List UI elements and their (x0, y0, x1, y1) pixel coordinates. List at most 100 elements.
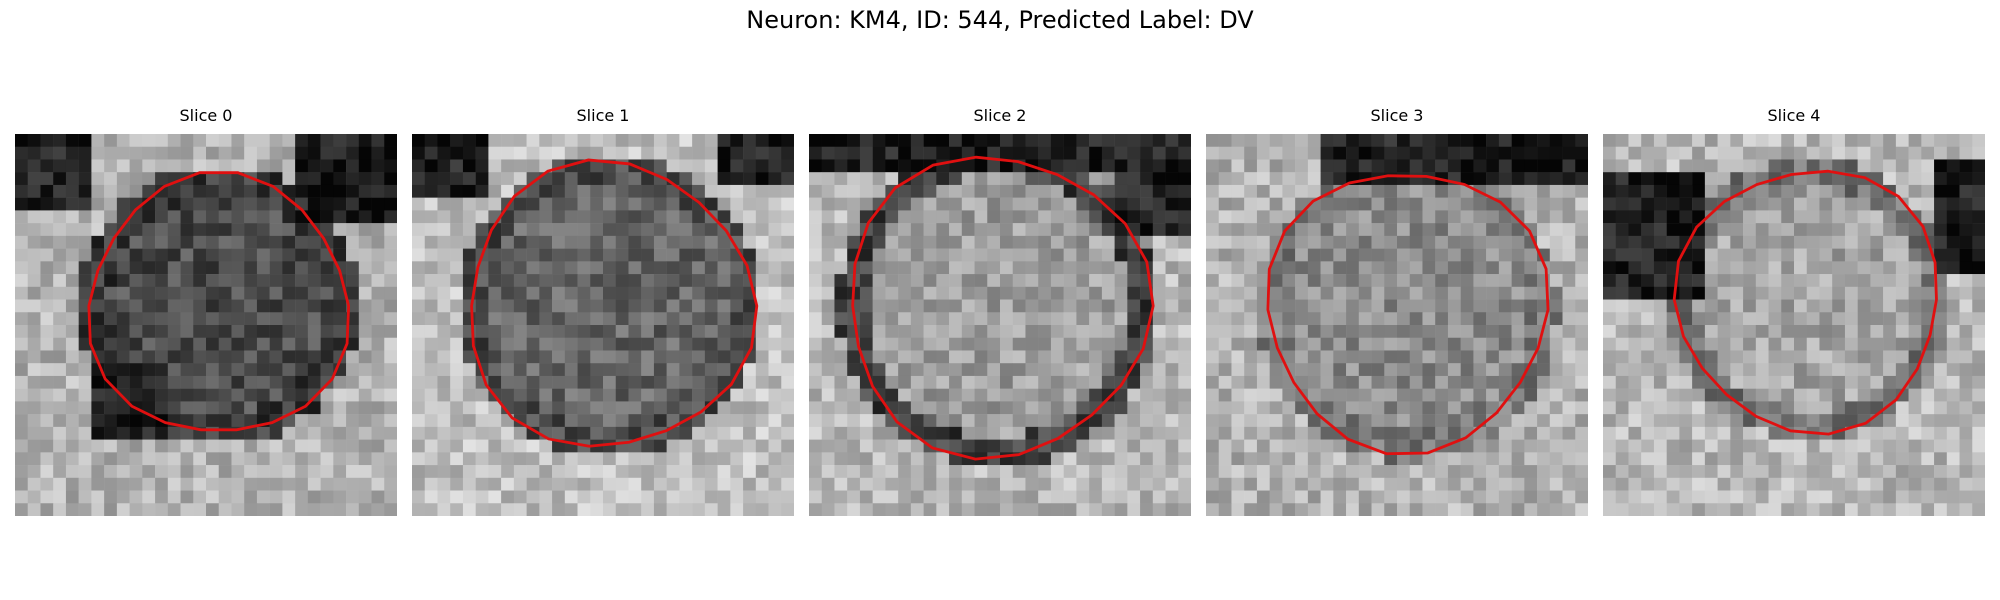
pixel (256, 299, 270, 313)
pixel (1114, 490, 1128, 504)
pixel (231, 490, 245, 504)
pixel (1819, 452, 1833, 466)
pixel (1946, 210, 1960, 224)
pixel (1562, 210, 1576, 224)
pixel (1218, 490, 1232, 504)
pixel (1244, 210, 1258, 224)
pixel (590, 286, 604, 300)
pixel (437, 477, 451, 491)
pixel (1012, 401, 1026, 415)
pixel (898, 235, 912, 249)
pixel (269, 312, 283, 326)
pixel (1063, 452, 1077, 466)
pixel (1781, 312, 1795, 326)
pixel (1127, 375, 1141, 389)
pixel (1857, 261, 1871, 275)
pixel (462, 375, 476, 389)
pixel (206, 312, 219, 326)
pixel (1806, 235, 1820, 249)
pixel (1781, 146, 1795, 160)
pixel (78, 172, 92, 186)
pixel (1152, 223, 1166, 237)
pixel (1615, 134, 1629, 147)
pixel (295, 235, 309, 249)
pixel (809, 261, 822, 275)
pixel (1679, 477, 1693, 491)
pixel (1384, 223, 1398, 237)
pixel (1806, 159, 1820, 173)
pixel (1114, 325, 1128, 338)
pixel (1152, 274, 1166, 288)
pixel (1038, 248, 1052, 262)
pixel (1743, 363, 1757, 377)
pixel (1972, 375, 1985, 389)
pixel (1679, 286, 1693, 300)
pixel (1692, 325, 1706, 338)
pixel (923, 197, 937, 211)
pixel (180, 159, 194, 173)
pixel (384, 235, 397, 249)
pixel (1870, 261, 1884, 275)
pixel (1781, 439, 1795, 453)
pixel (1946, 439, 1960, 453)
pixel (1089, 350, 1103, 364)
pixel (475, 197, 489, 211)
pixel (1562, 426, 1576, 440)
pixel (1063, 197, 1077, 211)
pixel (859, 414, 873, 428)
pixel (615, 401, 629, 415)
pixel (180, 503, 194, 516)
pixel (1371, 452, 1385, 466)
pixel (371, 248, 385, 262)
pixel (1628, 210, 1642, 224)
pixel (358, 248, 372, 262)
pixel (1435, 477, 1449, 491)
pixel (1269, 146, 1283, 160)
pixel (155, 172, 169, 186)
pixel (475, 299, 489, 313)
pixel (539, 452, 553, 466)
pixel (346, 477, 360, 491)
pixel (129, 146, 143, 160)
pixel (193, 325, 207, 338)
pixel (1000, 325, 1013, 338)
pixel (949, 414, 963, 428)
pixel (320, 286, 334, 300)
pixel (987, 465, 1001, 479)
pixel (936, 286, 950, 300)
pixel (142, 477, 156, 491)
pixel (15, 197, 28, 211)
pixel (206, 274, 219, 288)
pixel (1666, 184, 1680, 198)
pixel (1000, 312, 1013, 326)
pixel (155, 363, 169, 377)
pixel (53, 325, 67, 338)
pixel (1870, 312, 1884, 326)
pixel (910, 146, 924, 160)
pixel (1946, 426, 1960, 440)
pixel (346, 388, 360, 402)
pixel (1089, 426, 1103, 440)
pixel (1127, 134, 1141, 147)
pixel (501, 337, 515, 351)
pixel (730, 439, 744, 453)
pixel (809, 375, 822, 389)
pixel (717, 503, 731, 516)
pixel (1768, 146, 1782, 160)
pixel (961, 439, 975, 453)
pixel (1012, 426, 1026, 440)
pixel (1498, 503, 1512, 516)
pixel (717, 337, 731, 351)
pixel (488, 363, 502, 377)
pixel (653, 465, 667, 479)
pixel (15, 134, 28, 147)
pixel (552, 134, 566, 147)
pixel (231, 261, 245, 275)
pixel (781, 235, 794, 249)
pixel (358, 184, 372, 198)
pixel (923, 414, 937, 428)
pixel (142, 337, 156, 351)
pixel (743, 197, 757, 211)
pixel (1371, 299, 1385, 313)
pixel (513, 375, 527, 389)
